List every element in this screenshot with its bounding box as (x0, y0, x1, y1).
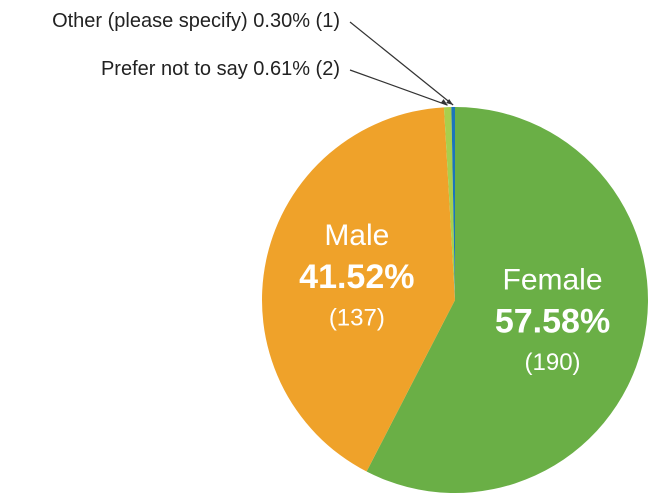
slice-label: Other (please specify) 0.30% (1) (52, 10, 340, 32)
slice-percent: 0.61% (253, 58, 310, 80)
pie-slice (262, 107, 455, 472)
pie-slice (451, 107, 455, 300)
leader-line (349, 21, 454, 106)
pie-slice (366, 107, 649, 493)
slice-name: Other (please specify) (52, 10, 248, 32)
leader-line (349, 69, 448, 106)
slice-count: (190) (525, 349, 581, 376)
slice-label: Prefer not to say 0.61% (2) (101, 58, 340, 80)
slice-name: Prefer not to say (101, 58, 248, 80)
slice-count: (2) (316, 58, 340, 80)
slice-count: (137) (329, 304, 385, 331)
pie-slice (443, 107, 455, 301)
slice-percent: 57.58% (495, 303, 610, 341)
slice-percent: 41.52% (299, 258, 414, 296)
leader-arrow (446, 99, 454, 106)
slice-count: (1) (316, 10, 340, 32)
slice-percent: 0.30% (253, 10, 310, 32)
leader-arrow (440, 99, 448, 106)
slice-name: Female (503, 264, 603, 297)
slice-name: Male (324, 219, 389, 252)
